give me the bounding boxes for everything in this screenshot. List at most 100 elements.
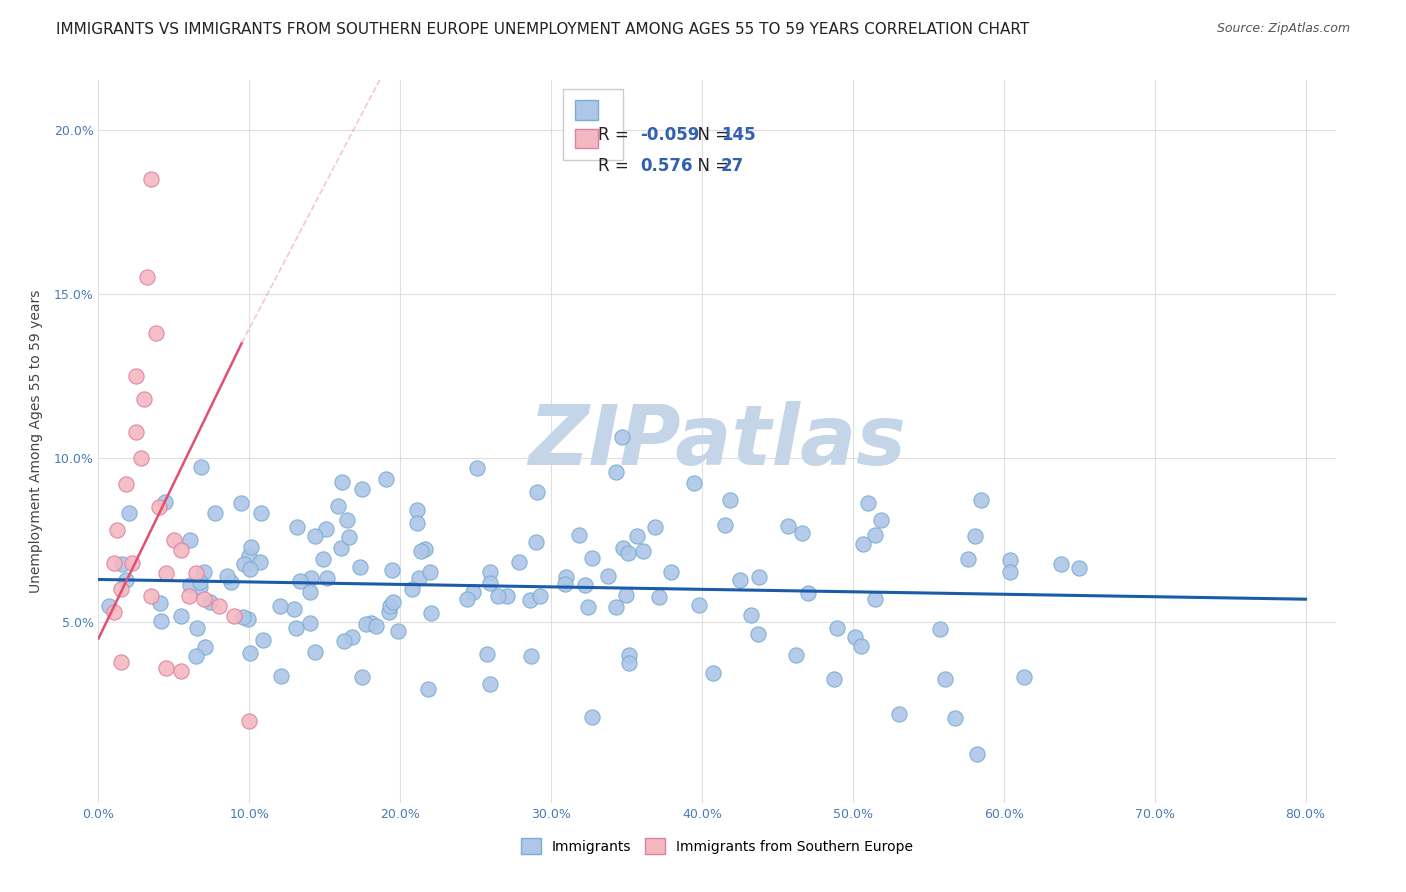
Point bbox=[598, 569, 620, 583]
Point bbox=[364, 619, 387, 633]
Point bbox=[188, 574, 211, 589]
Point bbox=[149, 596, 172, 610]
Point bbox=[1012, 670, 1035, 684]
Text: -0.059: -0.059 bbox=[641, 127, 700, 145]
Point bbox=[105, 523, 128, 537]
Point bbox=[232, 610, 254, 624]
Point bbox=[576, 600, 599, 615]
Point bbox=[790, 526, 813, 541]
Point bbox=[330, 541, 353, 555]
Point bbox=[186, 566, 208, 580]
Point bbox=[238, 714, 260, 728]
Point bbox=[969, 493, 991, 508]
Point bbox=[617, 657, 640, 671]
Point bbox=[299, 585, 322, 599]
Point bbox=[851, 640, 873, 654]
Point bbox=[963, 529, 986, 543]
Point bbox=[170, 665, 193, 679]
Point bbox=[387, 624, 409, 639]
Point bbox=[929, 622, 952, 636]
Point bbox=[283, 601, 305, 615]
Point bbox=[401, 582, 423, 596]
Point bbox=[508, 555, 530, 569]
Point bbox=[827, 622, 849, 636]
Point bbox=[419, 565, 441, 579]
Point bbox=[479, 565, 502, 579]
Point bbox=[381, 595, 404, 609]
Point bbox=[420, 606, 443, 620]
Point bbox=[381, 563, 404, 577]
Point bbox=[217, 569, 239, 583]
Point bbox=[858, 496, 880, 510]
Point bbox=[408, 571, 430, 585]
Text: Source: ZipAtlas.com: Source: ZipAtlas.com bbox=[1216, 22, 1350, 36]
Point bbox=[141, 589, 163, 603]
Point bbox=[153, 494, 176, 508]
Point bbox=[612, 430, 634, 444]
Point bbox=[252, 633, 274, 648]
Point bbox=[304, 529, 326, 543]
Point bbox=[823, 672, 845, 686]
Point bbox=[229, 496, 252, 510]
Point bbox=[269, 599, 291, 614]
Point bbox=[148, 500, 170, 515]
Point bbox=[486, 589, 509, 603]
Point bbox=[617, 648, 640, 662]
Point bbox=[555, 570, 578, 584]
Point bbox=[333, 634, 356, 648]
Point bbox=[224, 608, 246, 623]
Point bbox=[605, 600, 627, 615]
Point bbox=[270, 669, 292, 683]
Point bbox=[785, 648, 807, 662]
Point bbox=[316, 571, 339, 585]
Point bbox=[957, 552, 980, 566]
Point bbox=[186, 621, 208, 635]
Text: R =: R = bbox=[599, 127, 634, 145]
Point bbox=[581, 710, 603, 724]
Point bbox=[198, 595, 221, 609]
Point bbox=[299, 616, 322, 631]
Point bbox=[748, 570, 770, 584]
Point bbox=[869, 513, 891, 527]
Point bbox=[644, 520, 666, 534]
Point bbox=[328, 499, 350, 513]
Point bbox=[288, 574, 311, 588]
Point bbox=[713, 518, 735, 533]
Point bbox=[519, 593, 541, 607]
Point bbox=[605, 465, 627, 479]
Point bbox=[682, 475, 704, 490]
Point bbox=[797, 585, 820, 599]
Point bbox=[121, 556, 143, 570]
Y-axis label: Unemployment Among Ages 55 to 59 years: Unemployment Among Ages 55 to 59 years bbox=[28, 290, 42, 593]
Point bbox=[747, 626, 769, 640]
Point bbox=[239, 646, 262, 660]
Point bbox=[524, 535, 547, 549]
Point bbox=[193, 592, 215, 607]
Point bbox=[378, 605, 401, 619]
Point bbox=[702, 666, 724, 681]
Point bbox=[352, 483, 374, 497]
Point bbox=[179, 578, 201, 592]
Point bbox=[478, 576, 501, 591]
Point bbox=[125, 368, 148, 383]
Point bbox=[496, 589, 519, 603]
Point bbox=[239, 562, 262, 576]
Point bbox=[208, 599, 231, 613]
Point bbox=[103, 605, 125, 619]
Point bbox=[145, 326, 167, 340]
Point bbox=[330, 475, 353, 489]
Point bbox=[568, 528, 591, 542]
Point bbox=[190, 460, 212, 475]
Point bbox=[1069, 561, 1091, 575]
Point bbox=[1050, 557, 1073, 571]
Point bbox=[465, 461, 488, 475]
Point bbox=[188, 580, 211, 594]
Point bbox=[526, 484, 548, 499]
Point bbox=[966, 747, 988, 761]
Point bbox=[863, 592, 886, 607]
Text: 27: 27 bbox=[721, 158, 744, 176]
Point bbox=[418, 682, 440, 697]
Point bbox=[554, 577, 576, 591]
Text: 0.576: 0.576 bbox=[641, 158, 693, 176]
Point bbox=[103, 556, 125, 570]
